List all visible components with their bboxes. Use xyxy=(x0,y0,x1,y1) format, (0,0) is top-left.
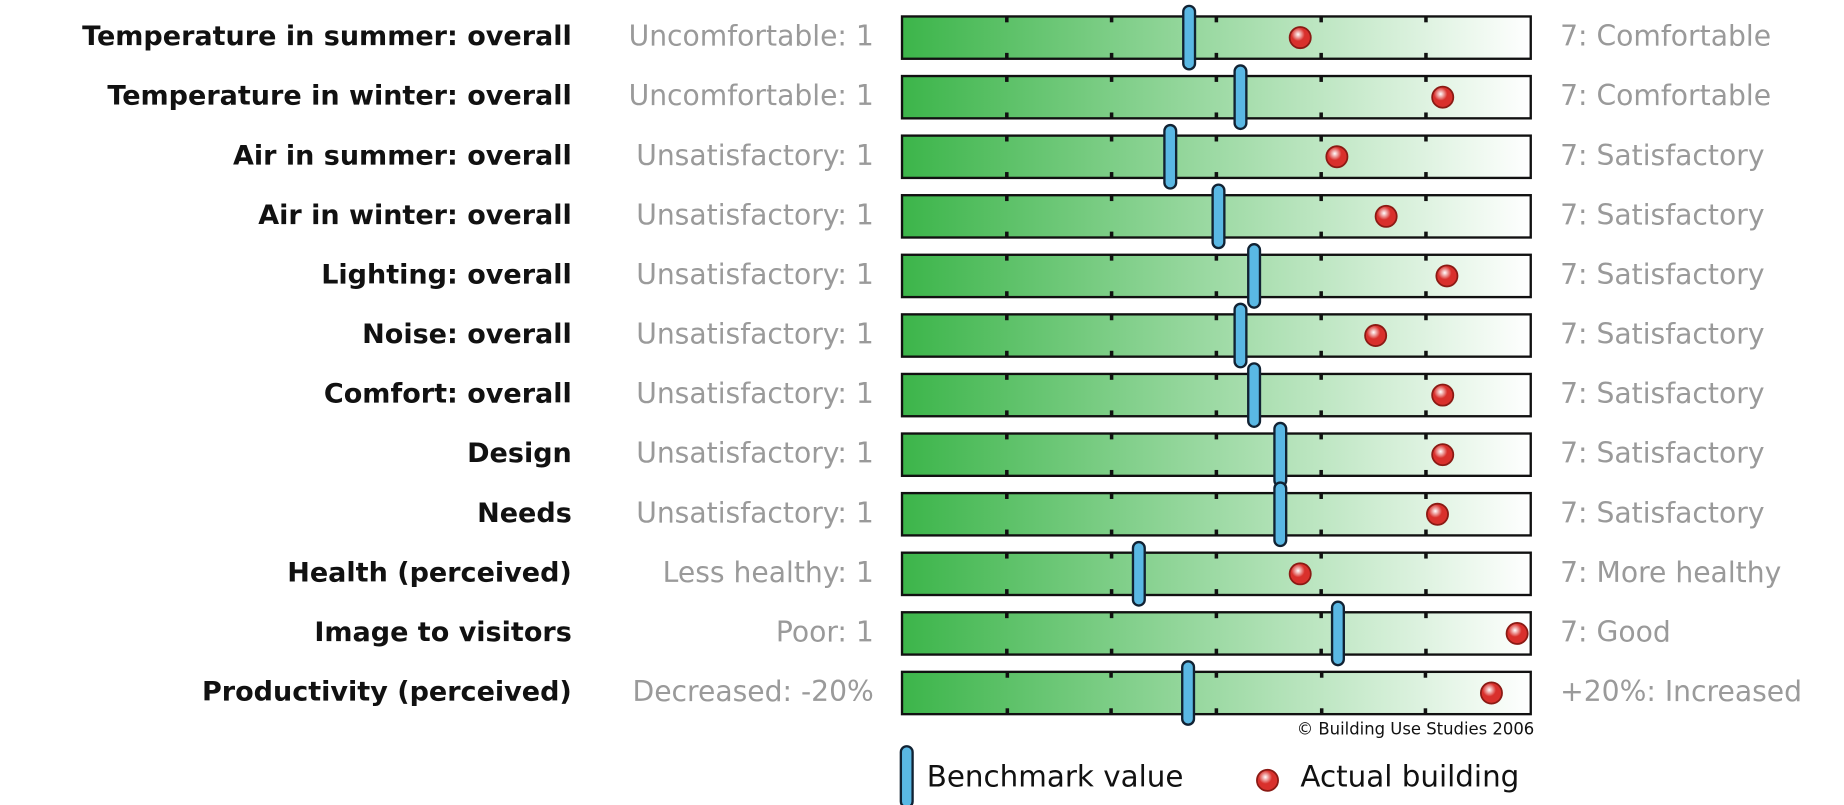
actual-marker xyxy=(1431,383,1455,407)
benchmark-marker xyxy=(1163,123,1178,190)
high-label: 7: Good xyxy=(1560,615,1671,648)
row-label: Lighting: overall xyxy=(321,259,572,290)
benchmark-marker xyxy=(1273,481,1288,548)
benchmark-marker xyxy=(1273,421,1288,488)
legend-benchmark-swatch xyxy=(899,745,914,805)
low-label: Uncomfortable: 1 xyxy=(629,20,874,53)
low-label: Poor: 1 xyxy=(776,615,874,648)
benchmark-marker xyxy=(1182,4,1197,71)
low-label: Less healthy: 1 xyxy=(663,556,874,589)
high-label: 7: Satisfactory xyxy=(1560,437,1764,470)
actual-marker xyxy=(1288,562,1312,586)
legend-label: Actual building xyxy=(1300,759,1519,793)
actual-marker xyxy=(1426,502,1449,526)
high-label: 7: Satisfactory xyxy=(1560,198,1764,231)
high-label: 7: Satisfactory xyxy=(1560,139,1764,172)
scale-bar xyxy=(900,491,1532,537)
scale-bar xyxy=(900,253,1532,299)
legend-label: Benchmark value xyxy=(927,759,1184,793)
high-label: 7: More healthy xyxy=(1560,556,1781,589)
high-label: 7: Comfortable xyxy=(1560,20,1771,53)
low-label: Decreased: -20% xyxy=(632,675,873,708)
actual-marker xyxy=(1325,145,1349,169)
row-label: Temperature in winter: overall xyxy=(107,81,571,112)
benchmark-marker xyxy=(1330,600,1345,667)
low-label: Unsatisfactory: 1 xyxy=(636,198,874,231)
low-label: Unsatisfactory: 1 xyxy=(636,258,874,291)
row-label: Temperature in summer: overall xyxy=(82,21,572,52)
scale-bar xyxy=(900,134,1532,180)
high-label: +20%: Increased xyxy=(1560,675,1802,708)
low-label: Unsatisfactory: 1 xyxy=(636,496,874,529)
benchmark-marker xyxy=(1211,183,1226,250)
row-label: Comfort: overall xyxy=(324,379,572,410)
row-label: Health (perceived) xyxy=(287,557,572,588)
row-label: Air in winter: overall xyxy=(258,200,572,231)
actual-marker xyxy=(1364,324,1388,347)
actual-marker xyxy=(1431,443,1455,467)
high-label: 7: Satisfactory xyxy=(1560,496,1764,529)
row-label: Air in summer: overall xyxy=(233,140,572,171)
benchmark-marker xyxy=(1181,660,1196,726)
actual-marker xyxy=(1374,204,1398,228)
benchmark-marker xyxy=(1233,302,1248,369)
scale-bar xyxy=(900,15,1532,60)
high-label: 7: Satisfactory xyxy=(1560,258,1764,291)
actual-marker xyxy=(1505,621,1529,645)
low-label: Unsatisfactory: 1 xyxy=(636,437,874,470)
high-label: 7: Satisfactory xyxy=(1560,377,1764,410)
actual-marker xyxy=(1431,85,1455,109)
legend-actual-swatch xyxy=(1256,768,1279,792)
high-label: 7: Comfortable xyxy=(1560,79,1771,112)
row-label: Needs xyxy=(477,498,572,529)
low-label: Unsatisfactory: 1 xyxy=(636,377,874,410)
scale-bar xyxy=(900,611,1532,656)
low-label: Uncomfortable: 1 xyxy=(629,79,874,112)
benchmark-marker xyxy=(1247,362,1262,429)
actual-marker xyxy=(1288,26,1312,50)
row-label: Productivity (perceived) xyxy=(202,677,572,708)
credit: © Building Use Studies 2006 xyxy=(1297,719,1535,738)
scale-bar xyxy=(900,432,1532,478)
scale-bar xyxy=(900,551,1532,597)
actual-marker xyxy=(1479,681,1503,705)
actual-marker xyxy=(1435,264,1459,288)
benchmark-marker xyxy=(1233,64,1248,131)
row-label: Image to visitors xyxy=(314,617,571,648)
low-label: Unsatisfactory: 1 xyxy=(636,318,874,351)
scale-bar xyxy=(900,313,1532,358)
benchmark-marker xyxy=(1131,540,1146,607)
benchmark-marker xyxy=(1247,243,1262,309)
low-label: Unsatisfactory: 1 xyxy=(636,139,874,172)
high-label: 7: Satisfactory xyxy=(1560,318,1764,351)
row-label: Design xyxy=(467,438,572,469)
scale-bar xyxy=(900,670,1532,716)
row-label: Noise: overall xyxy=(362,319,572,350)
